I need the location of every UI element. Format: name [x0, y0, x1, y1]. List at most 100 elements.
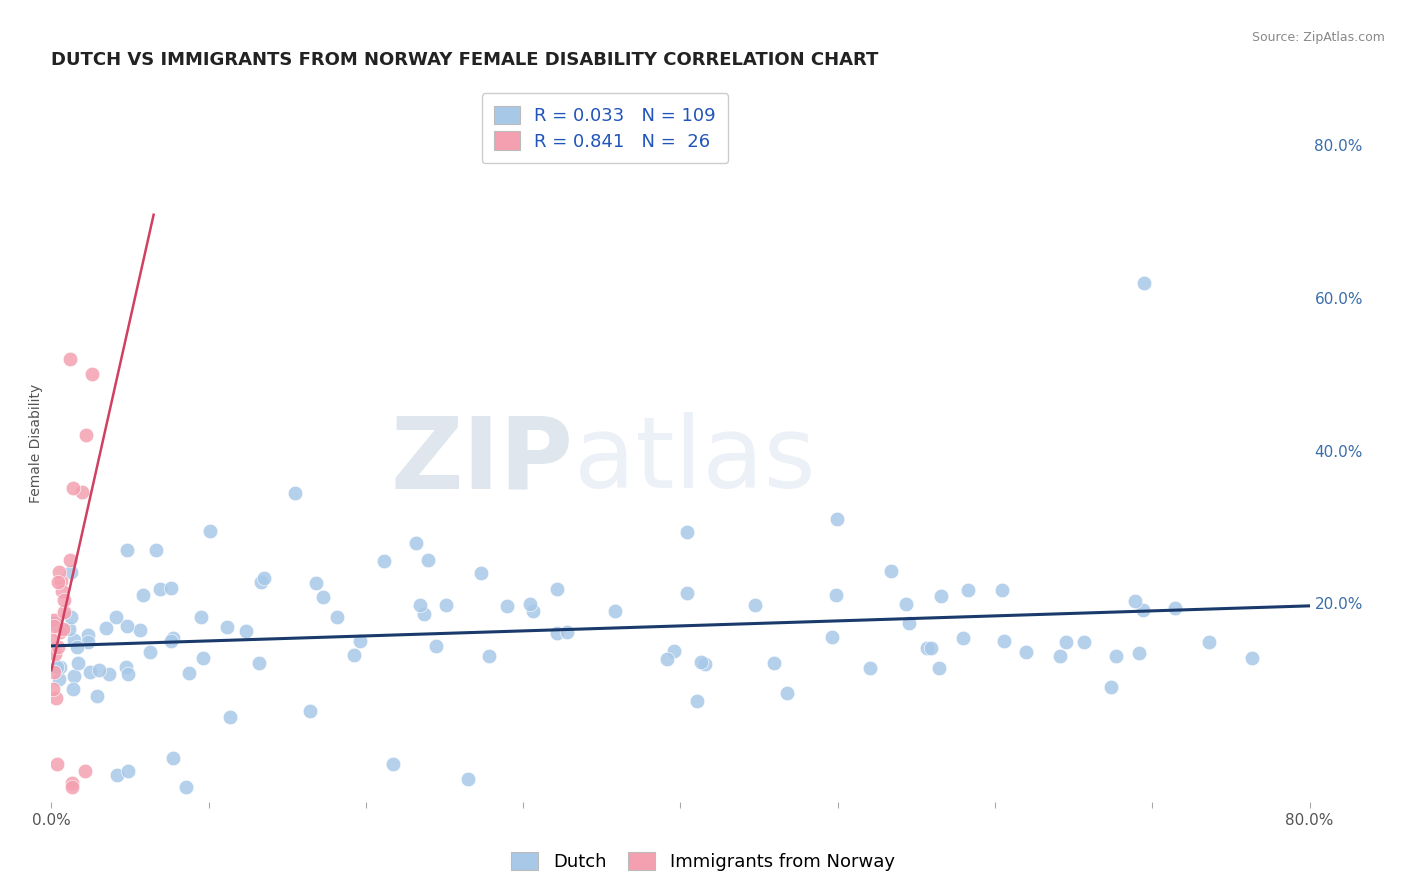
Point: [129, 623, 152, 637]
Point: [676, 524, 699, 539]
Point: [662, 643, 685, 657]
Point: [179, 666, 201, 681]
Text: atlas: atlas: [574, 412, 815, 509]
Point: [457, 772, 479, 786]
Point: [60, 565, 83, 579]
Point: [115, 660, 138, 674]
Point: [894, 598, 917, 612]
Point: [45, 690, 67, 705]
Point: [763, 656, 786, 670]
Point: [94, 621, 117, 635]
Point: [51, 584, 73, 599]
Point: [957, 582, 980, 597]
Point: [193, 650, 215, 665]
Point: [824, 588, 846, 602]
Point: [373, 554, 395, 568]
Point: [496, 599, 519, 614]
Point: [97, 667, 120, 681]
Text: ZIP: ZIP: [391, 412, 574, 509]
Point: [46, 756, 69, 771]
Point: [149, 582, 172, 597]
Point: [326, 610, 349, 624]
Point: [412, 607, 434, 621]
Point: [546, 626, 568, 640]
Point: [305, 576, 328, 591]
Point: [343, 648, 366, 663]
Text: Source: ZipAtlas.com: Source: ZipAtlas.com: [1251, 31, 1385, 45]
Legend: Dutch, Immigrants from Norway: Dutch, Immigrants from Norway: [505, 845, 901, 879]
Point: [298, 704, 321, 718]
Point: [686, 694, 709, 708]
Point: [46, 659, 69, 673]
Point: [821, 630, 844, 644]
Point: [1123, 594, 1146, 608]
Point: [1198, 635, 1220, 649]
Y-axis label: Female Disability: Female Disability: [30, 384, 44, 502]
Point: [1049, 648, 1071, 663]
Point: [115, 619, 138, 633]
Point: [218, 709, 240, 723]
Point: [77, 628, 100, 642]
Point: [249, 574, 271, 589]
Point: [555, 625, 578, 640]
Point: [349, 633, 371, 648]
Point: [605, 604, 627, 618]
Point: [52, 623, 75, 637]
Point: [63, 632, 86, 647]
Point: [920, 640, 942, 655]
Point: [176, 780, 198, 794]
Point: [86, 690, 108, 704]
Point: [928, 660, 950, 674]
Point: [63, 669, 86, 683]
Point: [159, 634, 181, 648]
Point: [162, 751, 184, 765]
Point: [105, 609, 128, 624]
Point: [235, 624, 257, 638]
Point: [1099, 680, 1122, 694]
Point: [59, 553, 82, 567]
Point: [60, 610, 83, 624]
Point: [880, 564, 903, 578]
Point: [655, 652, 678, 666]
Point: [991, 582, 1014, 597]
Point: [48, 566, 70, 580]
Point: [132, 588, 155, 602]
Point: [917, 640, 939, 655]
Point: [42, 615, 65, 630]
Point: [215, 620, 238, 634]
Point: [70, 485, 93, 500]
Point: [519, 598, 541, 612]
Point: [1073, 635, 1095, 649]
Point: [62, 481, 84, 495]
Text: DUTCH VS IMMIGRANTS FROM NORWAY FEMALE DISABILITY CORRELATION CHART: DUTCH VS IMMIGRANTS FROM NORWAY FEMALE D…: [52, 51, 879, 69]
Point: [1240, 651, 1263, 665]
Point: [1164, 600, 1187, 615]
Point: [139, 645, 162, 659]
Point: [190, 609, 212, 624]
Point: [42, 682, 65, 697]
Point: [49, 625, 72, 640]
Point: [952, 631, 974, 645]
Point: [434, 598, 457, 612]
Point: [859, 660, 882, 674]
Point: [62, 682, 84, 697]
Point: [418, 552, 440, 566]
Point: [898, 616, 921, 631]
Point: [41, 632, 63, 647]
Point: [1105, 649, 1128, 664]
Point: [44, 613, 66, 627]
Point: [744, 598, 766, 612]
Point: [1054, 635, 1077, 649]
Point: [48, 659, 70, 673]
Point: [776, 686, 799, 700]
Point: [115, 543, 138, 558]
Point: [46, 640, 69, 655]
Point: [79, 665, 101, 680]
Point: [65, 640, 87, 654]
Point: [48, 672, 70, 686]
Point: [59, 351, 82, 366]
Point: [67, 656, 90, 670]
Point: [382, 756, 405, 771]
Point: [77, 635, 100, 649]
Point: [929, 589, 952, 603]
